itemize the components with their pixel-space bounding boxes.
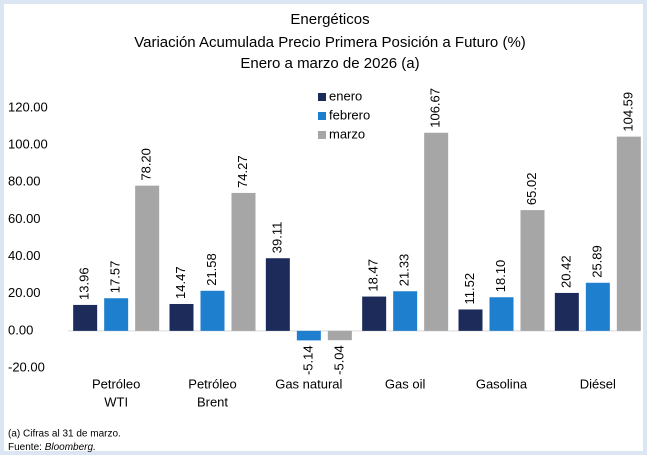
chart-subtitle: Enero a marzo de 2026 (a)	[240, 55, 419, 72]
data-label: -5.14	[300, 345, 315, 375]
bar	[169, 303, 194, 331]
x-tick-label: WTI	[104, 394, 128, 409]
data-label: 17.57	[108, 261, 123, 294]
bar	[458, 309, 483, 331]
y-tick-label: 80.00	[8, 174, 41, 189]
data-label: 21.33	[397, 254, 412, 287]
y-tick-label: 0.00	[8, 322, 33, 337]
y-tick-label: 120.00	[8, 99, 48, 114]
source-label: Fuente:	[8, 442, 42, 453]
bar	[265, 258, 290, 331]
x-tick-label: Gas oil	[385, 376, 426, 391]
y-tick-label: 40.00	[8, 248, 41, 263]
y-tick-label: 100.00	[8, 137, 48, 152]
legend-label: enero	[329, 88, 362, 103]
data-label: 20.42	[558, 255, 573, 288]
data-label: 74.27	[235, 155, 250, 188]
bar	[104, 298, 129, 331]
legend-swatch	[318, 112, 326, 120]
x-tick-label: Petróleo	[188, 376, 236, 391]
x-tick-label: Gas natural	[275, 376, 342, 391]
bar	[520, 210, 545, 331]
data-label: 39.11	[269, 222, 284, 254]
x-tick-label: Petróleo	[92, 376, 140, 391]
bar	[231, 192, 256, 331]
bar	[200, 290, 225, 331]
source-name: Bloomberg.	[45, 442, 96, 453]
bar	[616, 136, 641, 331]
bar	[489, 297, 514, 331]
legend-swatch	[318, 93, 326, 101]
x-tick-label: Gasolina	[476, 376, 528, 391]
data-label: 14.47	[173, 266, 188, 299]
data-label: 25.89	[589, 245, 604, 278]
data-label: 18.10	[493, 260, 508, 293]
data-label: 78.20	[139, 148, 154, 181]
x-tick-label: Brent	[197, 394, 228, 409]
bar	[585, 282, 610, 331]
y-tick-label: 20.00	[8, 285, 41, 300]
chart-subtitle: Variación Acumulada Precio Primera Posic…	[134, 34, 526, 51]
chart-title: Energéticos	[290, 11, 369, 28]
data-label: 106.67	[428, 88, 443, 128]
source: Fuente: Bloomberg.	[8, 442, 96, 453]
bar	[296, 330, 321, 341]
y-tick-label: -20.00	[8, 359, 45, 374]
bar	[73, 304, 98, 331]
data-label: 18.47	[366, 259, 381, 292]
legend-swatch	[318, 131, 326, 139]
x-tick-label: Diésel	[580, 376, 616, 391]
data-label: 11.52	[462, 273, 477, 305]
bar	[135, 185, 160, 331]
bar	[393, 291, 418, 331]
bar	[554, 292, 579, 331]
data-label: 104.59	[620, 92, 635, 132]
data-label: 65.02	[524, 173, 539, 206]
bar	[424, 132, 449, 331]
data-label: 13.96	[77, 267, 92, 300]
footnote: (a) Cifras al 31 de marzo.	[8, 429, 121, 440]
y-tick-label: 60.00	[8, 211, 41, 226]
data-label: -5.04	[331, 345, 346, 375]
bar	[327, 330, 352, 341]
legend-label: febrero	[329, 107, 370, 122]
data-label: 21.58	[204, 253, 219, 286]
bar	[362, 296, 387, 331]
legend-label: marzo	[329, 126, 365, 141]
